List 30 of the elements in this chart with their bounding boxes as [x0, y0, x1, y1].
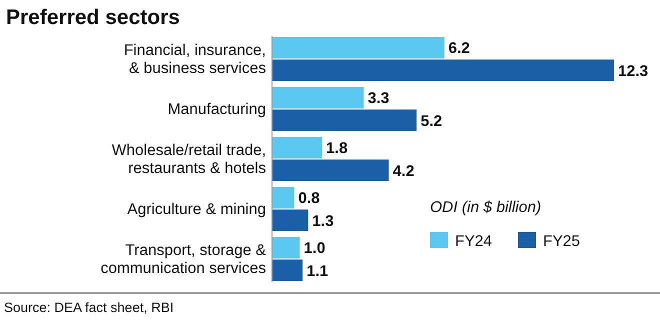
bar: [272, 160, 389, 181]
y-tick-label: Wholesale/retail trade, restaurants & hotels: [112, 142, 266, 177]
data-label: 5.2: [420, 112, 442, 130]
bar: [272, 210, 308, 231]
data-label: 12.3: [618, 62, 649, 80]
data-label: 1.8: [326, 140, 348, 158]
source-note: Source: DEA fact sheet, RBI: [4, 300, 174, 315]
bar: [272, 237, 300, 258]
bar: [272, 37, 444, 58]
data-label: 3.3: [368, 90, 390, 108]
data-label: 6.2: [448, 40, 470, 58]
bar: [272, 87, 364, 108]
legend-title: ODI (in $ billion): [430, 199, 542, 216]
data-label: 4.2: [392, 162, 414, 180]
data-label: 1.1: [306, 262, 329, 280]
bar: [272, 110, 417, 131]
data-label: 1.3: [312, 212, 334, 230]
bar: [272, 137, 322, 158]
bar: [272, 60, 614, 81]
data-label: 1.0: [304, 240, 326, 258]
y-tick-label: Financial, insurance, & business services: [124, 42, 266, 77]
bar: [272, 187, 294, 208]
bar: [272, 260, 303, 281]
text: Preferred sectors: [6, 6, 180, 29]
y-tick-label: Transport, storage & communication services: [100, 242, 267, 277]
data-label: 0.8: [298, 190, 320, 208]
y-tick-label: Agriculture & mining: [127, 201, 266, 218]
legend-label: FY24: [455, 233, 492, 250]
y-tick-label: Manufacturing: [168, 101, 266, 118]
legend-label: FY25: [543, 233, 580, 250]
